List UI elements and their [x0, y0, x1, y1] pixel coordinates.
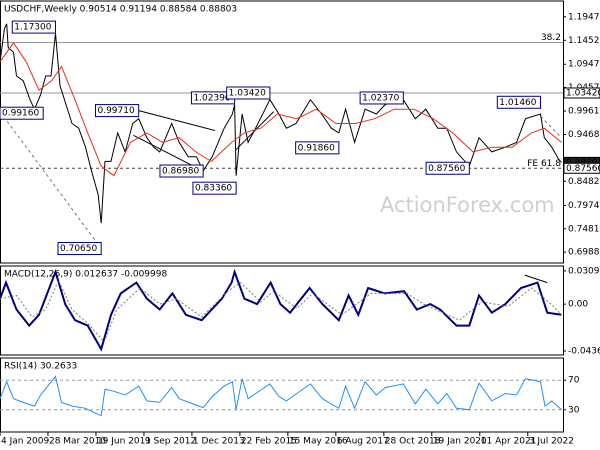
price-label: 0.87560: [566, 164, 600, 174]
annotation-box: [159, 164, 204, 178]
series-line: [0, 279, 562, 343]
trend-line: [524, 274, 548, 284]
x-tick-label: 4 Jan 2009: [1, 437, 49, 447]
watermark: ActionForex.com: [380, 193, 555, 217]
y-tick-label: 0.69885: [568, 248, 600, 258]
x-tick-label: 11 Apr 2021: [481, 437, 537, 447]
annotation-label: 0.91860: [298, 143, 335, 153]
x-tick-label: 19 Jan 2020: [433, 437, 487, 447]
annotation-box: [0, 106, 44, 120]
annotation-box: [57, 242, 102, 256]
y-tick-label: 0.00: [568, 300, 588, 310]
panel-title: RSI(14) 30.2633: [4, 362, 77, 372]
x-tick-label: 22 Feb 2015: [241, 437, 297, 447]
x-tick-label: 28 Mar 2010: [49, 437, 106, 447]
annotation-label: 1.03420: [229, 88, 266, 98]
x-tick-label: 3 Jul 2022: [529, 437, 574, 447]
x-tick-label: 28 Oct 2018: [385, 437, 441, 447]
x-tick-label: 6 Aug 2017: [337, 437, 389, 447]
y-tick-label: 30: [568, 405, 580, 415]
annotation-label: 0.70650: [60, 244, 97, 254]
annotation-label: 1.02390: [193, 93, 230, 103]
series-line: [0, 268, 562, 352]
price-label: 1.03420: [566, 88, 600, 98]
level-label: FE 61.8: [527, 159, 561, 169]
annotation-label: 1.17300: [14, 23, 51, 33]
panel-title: USDCHF,Weekly 0.90514 0.91194 0.88584 0.…: [4, 5, 237, 15]
y-tick-label: 1.09475: [568, 60, 600, 70]
annotation-label: 0.99710: [97, 106, 134, 116]
trend-line: [138, 110, 216, 132]
x-tick-label: 9 Sep 2012: [145, 437, 196, 447]
price-label-box: [563, 162, 600, 174]
y-tick-label: 0.030917: [568, 266, 600, 276]
price-label-box: [563, 87, 600, 99]
annotation-box: [192, 181, 237, 195]
panel-title: MACD(12,26,9) 0.012637 -0.009998: [4, 270, 167, 280]
annotation-box: [359, 91, 404, 105]
annotation-label: 0.87560: [428, 164, 465, 174]
y-tick-label: -0.043684: [568, 347, 600, 357]
y-tick-label: 1.14525: [568, 36, 600, 46]
annotation-box: [425, 161, 470, 175]
series-line: [0, 375, 562, 417]
panel-frame: [0, 265, 564, 356]
annotation-box: [496, 95, 542, 109]
annotation-box: [94, 104, 140, 118]
level-label: 38.2: [541, 33, 561, 43]
series-line: [0, 41, 562, 177]
panel-frame: [0, 357, 564, 433]
annotation-label: 0.83360: [195, 184, 232, 194]
annotation-label: 1.02370: [362, 93, 399, 103]
annotation-label: 1.01460: [499, 98, 536, 108]
annotation-label: 0.86980: [162, 167, 199, 177]
x-tick-label: 15 May 2016: [289, 437, 348, 447]
annotation-box: [295, 141, 340, 155]
annotation-box: [226, 86, 271, 100]
x-tick-label: 1 Dec 2013: [193, 437, 245, 447]
trend-line: [0, 111, 102, 249]
annotation-label: 0.99160: [2, 109, 39, 119]
y-tick-label: 1.19475: [568, 12, 600, 22]
y-tick-label: 70: [568, 376, 580, 386]
annotation-box: [11, 20, 56, 34]
panel-frame: [0, 0, 564, 264]
trend-line: [540, 115, 562, 139]
x-tick-label: 19 Jun 2011: [97, 437, 151, 447]
